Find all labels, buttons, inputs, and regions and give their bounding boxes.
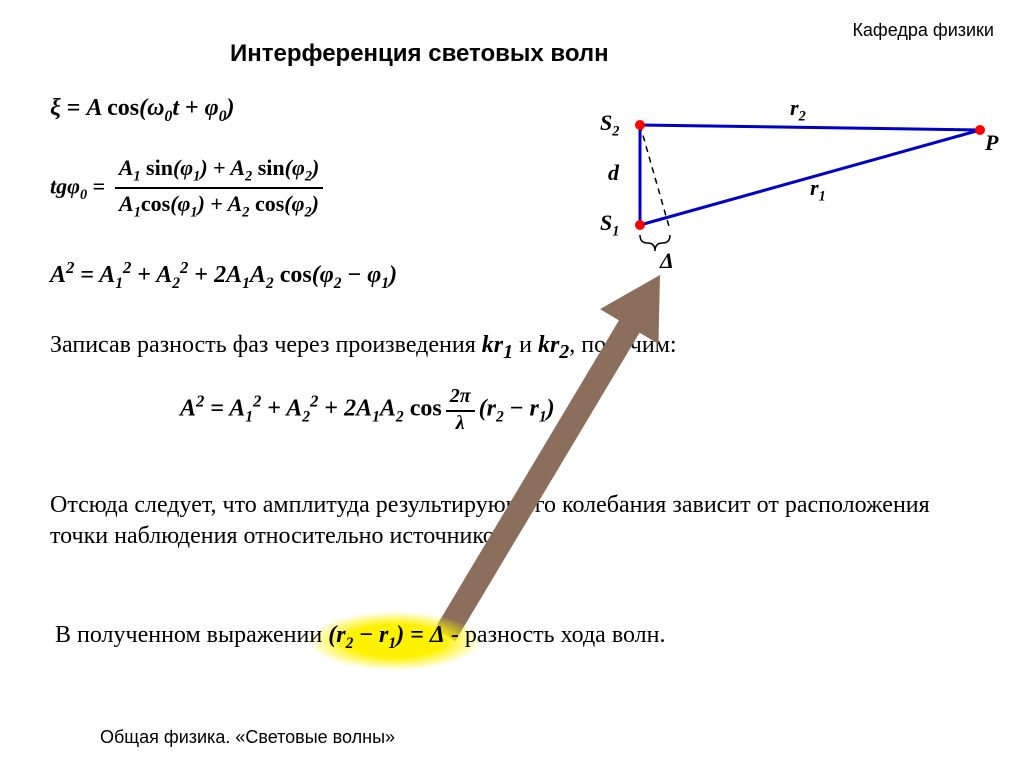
para1-b: , получим:: [569, 332, 676, 358]
diagram-label-d: d: [608, 160, 619, 186]
page-title: Интерференция световых волн: [230, 40, 609, 68]
pointer-arrow: [420, 255, 720, 675]
para1-a: Записав разность фаз через произведения: [50, 332, 482, 358]
diagram-label-r1: r1: [810, 175, 826, 205]
diagram-label-p: P: [985, 130, 998, 156]
equation-tgphi: tgφ0 = A1 sin(φ1) + A2 sin(φ2) A1cos(φ1)…: [50, 155, 327, 222]
equation-xi: ξ = A cos(ω0t + φ0): [50, 95, 235, 126]
equation-a2-r: A2 = A12 + A22 + 2A1A2 cos2πλ(r2 − r1): [180, 385, 555, 435]
para-phase-diff: Записав разность фаз через произведения …: [50, 330, 970, 365]
diagram-label-s2: S2: [600, 110, 619, 140]
department-label: Кафедра физики: [852, 20, 994, 41]
para1-and: и: [519, 332, 538, 358]
diagram-label-r2: r2: [790, 95, 806, 125]
diagram-label-s1: S1: [600, 210, 619, 240]
para-path-diff: В полученном выражении (r2 − r1) = Δ - р…: [55, 620, 975, 654]
equation-a2-phi: A2 = A12 + A22 + 2A1A2 cos(φ2 − φ1): [50, 258, 397, 293]
para3-a: В полученном выражении: [55, 622, 328, 648]
para3-b: - разность хода волн.: [451, 622, 666, 648]
para-amplitude: Отсюда следует, что амплитуда результиру…: [50, 490, 970, 552]
diagram-label-delta: Δ: [660, 248, 674, 274]
footer-label: Общая физика. «Световые волны»: [100, 727, 395, 748]
